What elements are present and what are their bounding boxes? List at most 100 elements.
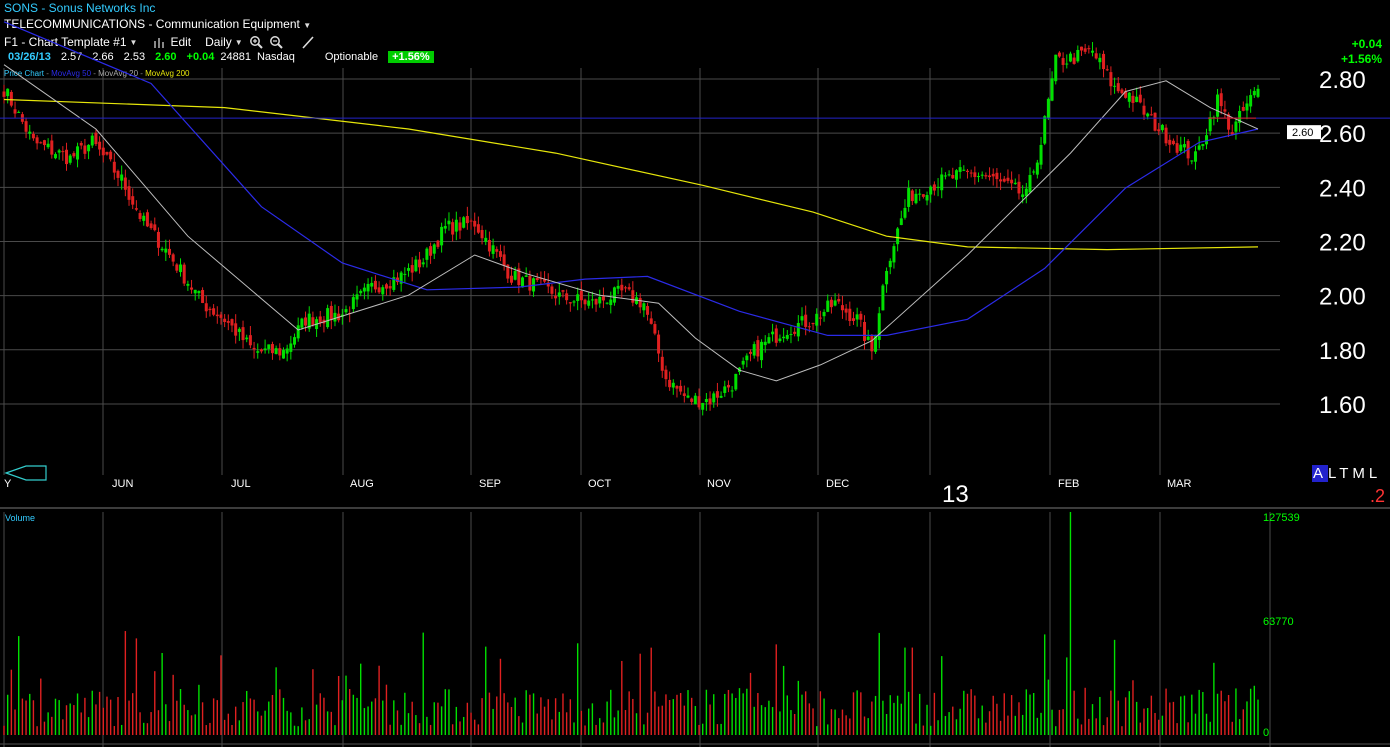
month-label: MAR (1167, 478, 1192, 490)
candle-body (921, 194, 925, 197)
candle-body (381, 287, 385, 295)
candle-body (300, 318, 304, 328)
candle-body (94, 132, 98, 145)
candle-body (513, 271, 517, 280)
alt-button-t[interactable]: T (1339, 465, 1353, 482)
candle-body (1252, 90, 1256, 96)
candle-body (697, 396, 701, 408)
candle-body (1205, 135, 1209, 145)
candle-body (851, 318, 855, 321)
candle-body (1072, 57, 1076, 64)
candle-body (289, 343, 293, 352)
candle-body (999, 179, 1003, 182)
candle-body (642, 303, 646, 311)
candle-body (267, 344, 271, 349)
candle-body (469, 220, 473, 222)
candle-body (1109, 72, 1113, 87)
alt-button-m[interactable]: M (1352, 465, 1369, 482)
candle-body (1068, 53, 1072, 62)
candle-body (72, 153, 76, 157)
candle-body (1234, 121, 1238, 132)
price-axis-label: 1.60 (1319, 392, 1366, 419)
candle-body (307, 313, 311, 329)
candle-body (142, 215, 146, 221)
candle-body (947, 174, 951, 176)
price-axis-label: 2.40 (1319, 175, 1366, 202)
chart-toolbar: F1 - Chart Template #1 ▼ Edit Daily ▼ (4, 34, 315, 50)
candle-body (1120, 89, 1124, 94)
candle-body (373, 280, 377, 290)
candle-body (932, 184, 936, 191)
candle-body (539, 277, 543, 280)
template-dropdown[interactable]: F1 - Chart Template #1 ▼ (4, 35, 137, 49)
candle-body (440, 226, 444, 246)
candle-body (274, 348, 278, 355)
candle-body (355, 294, 359, 300)
candle-body (230, 319, 234, 326)
candle-body (1046, 98, 1050, 119)
candle-body (807, 326, 811, 328)
candle-body (550, 286, 554, 294)
candle-body (546, 282, 550, 287)
month-label: OCT (588, 478, 612, 490)
candle-body (557, 292, 561, 297)
candle-body (528, 275, 532, 291)
alt-button-l2[interactable]: L (1368, 465, 1382, 482)
candle-body (1006, 177, 1010, 181)
quote-exchange: Nasdaq (256, 51, 295, 63)
candle-body (451, 222, 455, 235)
candle-body (87, 144, 91, 152)
candle-body (664, 369, 668, 380)
candle-body (351, 297, 355, 310)
zoom-out-icon[interactable] (269, 35, 283, 49)
candle-body (594, 298, 598, 305)
candle-body (333, 312, 337, 322)
candle-body (892, 246, 896, 263)
candle-body (414, 259, 418, 272)
edit-button[interactable]: Edit (153, 35, 191, 49)
candle-body (123, 177, 127, 190)
candle-body (403, 273, 407, 275)
candle-body (127, 186, 131, 200)
candle-body (723, 386, 727, 393)
candle-body (774, 328, 778, 343)
candle-body (1024, 188, 1028, 197)
candle-body (690, 398, 694, 402)
candle-body (156, 231, 160, 248)
candle-body (1083, 48, 1087, 52)
candle-body (874, 336, 878, 352)
top-change: +0.04 (1351, 37, 1382, 51)
legend-ma20: MovAvg 20 (98, 69, 139, 78)
period-dropdown[interactable]: Daily ▼ (205, 35, 243, 49)
candle-body (241, 327, 245, 341)
candle-body (1249, 95, 1253, 107)
scroll-handle[interactable] (4, 465, 47, 481)
draw-line-icon[interactable] (301, 35, 315, 49)
candle-body (392, 277, 396, 290)
quote-open: 2.57 (60, 51, 83, 63)
candle-body (962, 169, 966, 171)
alt-button-a[interactable]: A (1312, 465, 1329, 482)
period-label: Daily (205, 35, 232, 49)
candle-body (1219, 93, 1223, 107)
candle-body (818, 317, 822, 319)
candle-body (83, 145, 87, 154)
candle-body (1171, 140, 1175, 145)
candle-body (679, 385, 683, 392)
candle-body (1061, 58, 1065, 65)
candle-body (171, 254, 175, 262)
candle-body (17, 111, 21, 113)
alt-button-l[interactable]: L (1328, 465, 1340, 482)
candle-body (1256, 88, 1260, 97)
candle-body (907, 188, 911, 207)
candle-body (377, 287, 381, 293)
candle-body (785, 334, 789, 339)
candle-body (616, 285, 620, 289)
legend-ma50: MovAvg 50 (51, 69, 92, 78)
price-axis-label: 2.80 (1319, 67, 1366, 94)
zoom-in-icon[interactable] (249, 35, 263, 49)
candle-body (1098, 57, 1102, 63)
sector-dropdown[interactable]: TELECOMMUNICATIONS - Communication Equip… (4, 17, 311, 31)
candle-body (741, 360, 745, 365)
